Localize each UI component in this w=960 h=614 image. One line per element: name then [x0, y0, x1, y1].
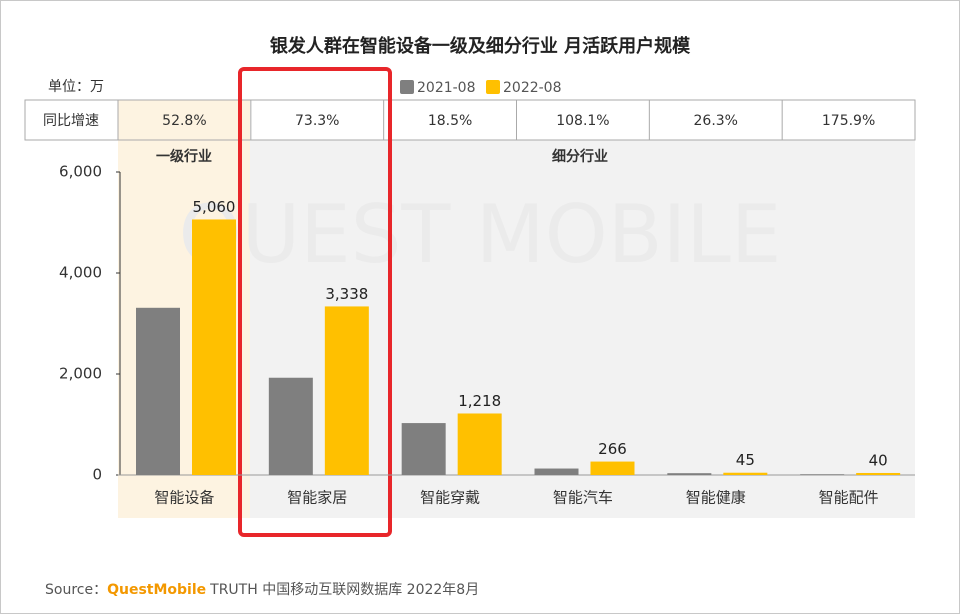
highlight-box — [238, 67, 392, 537]
x-tick-label: 智能家居 — [287, 489, 347, 507]
unit-label: 单位：万 — [48, 79, 104, 95]
legend-swatch — [400, 80, 414, 94]
bar — [667, 473, 712, 475]
bar — [401, 423, 446, 475]
y-tick-label: 0 — [92, 466, 102, 484]
bar — [136, 307, 180, 475]
bar — [324, 306, 369, 475]
chart-title: 银发人群在智能设备一级及细分行业 月活跃用户规模 — [270, 35, 691, 57]
group-label: 一级行业 — [156, 148, 212, 165]
source-text: TRUTH 中国移动互联网数据库 2022年8月 — [209, 582, 479, 598]
source-prefix: Source： — [45, 582, 107, 598]
y-tick-label: 4,000 — [59, 264, 102, 282]
yoy-value: 108.1% — [556, 113, 609, 129]
value-label: 1,218 — [458, 392, 501, 410]
value-label: 3,338 — [325, 285, 368, 303]
source: Source：QuestMobile TRUTH 中国移动互联网数据库 2022年… — [45, 582, 479, 598]
yoy-value: 73.3% — [295, 113, 339, 129]
table-border — [24, 99, 916, 141]
bar — [856, 472, 901, 475]
watermark: QUEST MOBILE — [179, 188, 782, 281]
yoy-value: 175.9% — [822, 113, 875, 129]
group-label: 细分行业 — [552, 148, 608, 165]
y-tick-label: 6,000 — [59, 163, 102, 181]
yoy-value: 18.5% — [428, 113, 472, 129]
bar — [457, 413, 502, 475]
yoy-label: 同比增速 — [43, 113, 99, 129]
legend-swatch — [486, 80, 500, 94]
source-brand: QuestMobile — [107, 582, 206, 598]
legend-label: 2022-08 — [503, 80, 562, 96]
value-label: 45 — [736, 451, 755, 469]
x-tick-label: 智能汽车 — [553, 489, 613, 507]
x-tick-label: 智能配件 — [819, 489, 879, 507]
value-label: 5,060 — [193, 198, 236, 216]
yoy-table: 同比增速 — [24, 99, 916, 141]
x-tick-label: 智能健康 — [686, 489, 746, 507]
yoy-value: 26.3% — [694, 113, 738, 129]
yoy-value: 52.8% — [162, 113, 206, 129]
x-tick-label: 智能穿戴 — [420, 489, 480, 507]
legend-label: 2021-08 — [417, 80, 476, 96]
bar — [590, 461, 635, 475]
bar — [192, 219, 236, 475]
bar — [268, 377, 313, 475]
value-label: 266 — [598, 440, 627, 458]
value-label: 40 — [869, 451, 888, 469]
bar — [723, 472, 768, 475]
x-tick-label: 智能设备 — [154, 489, 214, 507]
bar — [800, 474, 845, 475]
y-tick-label: 2,000 — [59, 365, 102, 383]
bar — [534, 468, 579, 475]
